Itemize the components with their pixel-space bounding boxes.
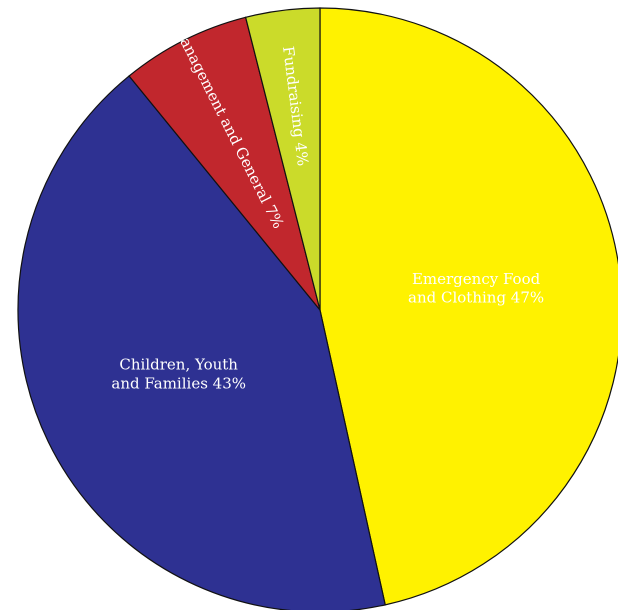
slice-label-emergency-food: Emergency Food and Clothing 47% [408,270,544,307]
pie-slice-children-youth [17,75,386,610]
slice-label-line: Children, Youth [119,356,238,374]
pie-slice-emergency-food [319,7,618,606]
slice-label-children-youth: Children, Youth and Families 43% [111,356,246,393]
slice-label-line: Emergency Food [412,270,541,288]
pie-slice-fundraising [244,7,321,311]
slice-label-line: and Families 43% [111,374,246,392]
pie-slice-management-general [128,16,321,311]
slice-label-line: and Clothing 47% [408,289,544,307]
